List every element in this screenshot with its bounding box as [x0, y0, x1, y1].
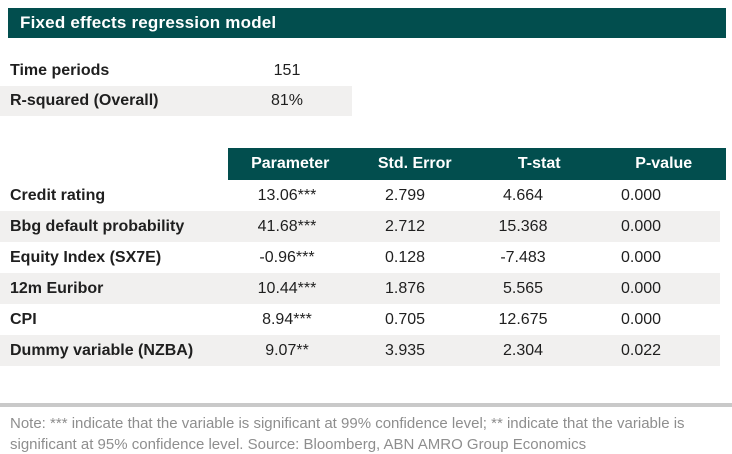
row-values: 8.94*** 0.705 12.675 0.000	[228, 311, 700, 329]
row-label: 12m Euribor	[10, 279, 104, 297]
cell-p-value: 0.000	[620, 248, 662, 266]
cell-t-stat: 15.368	[498, 217, 548, 235]
summary-label: R-squared (Overall)	[10, 92, 159, 109]
cell-p-value: 0.000	[620, 186, 662, 204]
summary-row-r-squared: R-squared (Overall) 81%	[0, 86, 352, 116]
column-header-t-stat: T-stat	[517, 155, 561, 172]
row-label: Bbg default probability	[10, 217, 185, 235]
row-values: 13.06*** 2.799 4.664 0.000	[228, 187, 700, 205]
cell-std-error: 0.705	[384, 310, 426, 328]
cell-parameter: 8.94***	[262, 310, 312, 328]
row-values: 9.07** 3.935 2.304 0.022	[228, 342, 700, 360]
cell-p-value: 0.022	[620, 341, 662, 359]
column-header-std-error: Std. Error	[377, 155, 452, 172]
cell-p-value: 0.000	[620, 279, 662, 297]
footer: Note: *** indicate that the variable is …	[0, 403, 732, 454]
cell-std-error: 1.876	[384, 279, 426, 297]
cell-parameter: 10.44***	[257, 279, 317, 297]
table-column-header: Parameter Std. Error T-stat P-value	[228, 148, 726, 180]
cell-t-stat: 5.565	[502, 279, 544, 297]
cell-p-value: 0.000	[620, 217, 662, 235]
cell-p-value: 0.000	[620, 310, 662, 328]
cell-parameter: 9.07**	[265, 341, 309, 359]
table-row: Bbg default probability 41.68*** 2.712 1…	[0, 211, 720, 242]
table-row: Credit rating 13.06*** 2.799 4.664 0.000	[0, 180, 720, 211]
row-values: -0.96*** 0.128 -7.483 0.000	[228, 249, 700, 267]
summary-stats: Time periods 151 R-squared (Overall) 81%	[0, 56, 352, 116]
summary-row-time-periods: Time periods 151	[0, 56, 352, 86]
cell-std-error: 3.935	[384, 341, 426, 359]
cell-t-stat: 4.664	[502, 186, 544, 204]
row-values: 41.68*** 2.712 15.368 0.000	[228, 218, 700, 236]
table-row: CPI 8.94*** 0.705 12.675 0.000	[0, 304, 720, 335]
cell-parameter: -0.96***	[259, 248, 315, 266]
table-body: Credit rating 13.06*** 2.799 4.664 0.000…	[0, 180, 720, 366]
column-header-parameter: Parameter	[251, 155, 330, 172]
cell-t-stat: 2.304	[502, 341, 544, 359]
cell-std-error: 0.128	[384, 248, 426, 266]
figure-title: Fixed effects regression model	[8, 8, 726, 38]
table-row: Dummy variable (NZBA) 9.07** 3.935 2.304…	[0, 335, 720, 366]
cell-std-error: 2.799	[384, 186, 426, 204]
cell-std-error: 2.712	[384, 217, 426, 235]
row-label: Equity Index (SX7E)	[10, 248, 162, 266]
row-values: 10.44*** 1.876 5.565 0.000	[228, 280, 700, 298]
summary-label: Time periods	[10, 62, 110, 79]
cell-t-stat: -7.483	[500, 248, 546, 266]
column-header-p-value: P-value	[635, 155, 693, 172]
row-label: CPI	[10, 310, 37, 328]
summary-value: 151	[273, 62, 301, 79]
table-row: 12m Euribor 10.44*** 1.876 5.565 0.000	[0, 273, 720, 304]
cell-parameter: 13.06***	[257, 186, 317, 204]
summary-value: 81%	[270, 92, 304, 109]
cell-t-stat: 12.675	[498, 310, 548, 328]
cell-parameter: 41.68***	[257, 217, 317, 235]
row-label: Credit rating	[10, 186, 106, 204]
table-row: Equity Index (SX7E) -0.96*** 0.128 -7.48…	[0, 242, 720, 273]
row-label: Dummy variable (NZBA)	[10, 341, 194, 359]
source-note: Note: *** indicate that the variable is …	[10, 415, 685, 453]
